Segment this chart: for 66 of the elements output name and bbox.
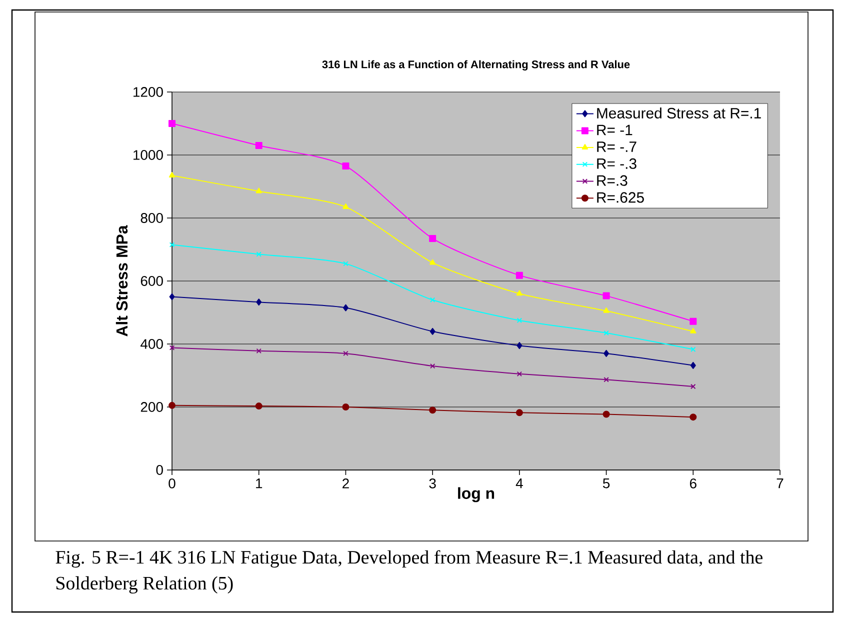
point [255, 142, 262, 150]
point [342, 304, 348, 312]
point [256, 298, 262, 306]
legend-label: R= -.7 [597, 142, 636, 152]
caption: Fig. 5 R=-1 4K 316 LN Fatigue Data, Developed from Measure R=.1 Measured data, and the Solderberg Relation (5) [56, 550, 762, 594]
point [255, 402, 262, 410]
point [429, 259, 436, 265]
point [604, 350, 610, 357]
legend-label: R=.3 [597, 175, 628, 186]
point [430, 297, 436, 303]
point [429, 234, 436, 242]
point [603, 307, 610, 313]
point [602, 292, 610, 300]
x-tick-label: 5 [602, 478, 610, 488]
point [429, 406, 436, 414]
chart-title: 316 LN Life as a Function of Alternating Stress and R Value [322, 60, 630, 71]
legend-label: Measured Stress at R=.1 [597, 108, 761, 118]
x-tick-label: 0 [168, 478, 176, 488]
point [343, 350, 348, 356]
y-tick-label: 0 [156, 465, 163, 475]
point [169, 345, 175, 350]
point [168, 120, 176, 127]
point [256, 348, 262, 354]
point [690, 362, 696, 369]
y-tick-label: 400 [140, 339, 163, 349]
x-tick-label: 6 [690, 478, 696, 488]
point [516, 371, 522, 377]
point [602, 410, 610, 418]
legend-label: R= -1 [597, 124, 632, 136]
x-tick-label: 4 [516, 478, 523, 488]
point [168, 402, 176, 409]
point [256, 188, 262, 194]
point [516, 272, 523, 279]
point [516, 290, 523, 296]
point [342, 162, 350, 170]
y-tick-label: 800 [140, 213, 163, 223]
point [690, 346, 696, 352]
point [342, 203, 349, 209]
point [690, 414, 697, 421]
point [516, 409, 523, 416]
point [690, 328, 696, 334]
point [690, 384, 696, 390]
x-axis-title: log n [458, 487, 494, 502]
point [430, 328, 436, 335]
y-tick-label: 1000 [134, 150, 163, 160]
x-tick-label: 2 [342, 478, 349, 488]
y-tick-label: 1200 [134, 87, 163, 97]
point [430, 363, 436, 369]
point [604, 330, 609, 336]
point [604, 376, 609, 382]
y-tick-label: 600 [140, 276, 163, 286]
point [343, 261, 348, 266]
point [342, 404, 350, 410]
y-tick-label: 200 [140, 402, 163, 412]
legend-label: R= -.3 [597, 158, 636, 169]
x-tick-label: 3 [429, 478, 436, 488]
y-axis-title: Alt Stress MPa [116, 225, 128, 336]
point [516, 318, 522, 323]
point [690, 318, 697, 325]
point [168, 172, 176, 178]
x-tick-label: 7 [776, 478, 784, 488]
point [516, 342, 522, 350]
point [256, 252, 262, 257]
point [169, 293, 175, 300]
x-tick-label: 1 [256, 478, 262, 488]
legend-label: R=.625 [597, 192, 644, 203]
